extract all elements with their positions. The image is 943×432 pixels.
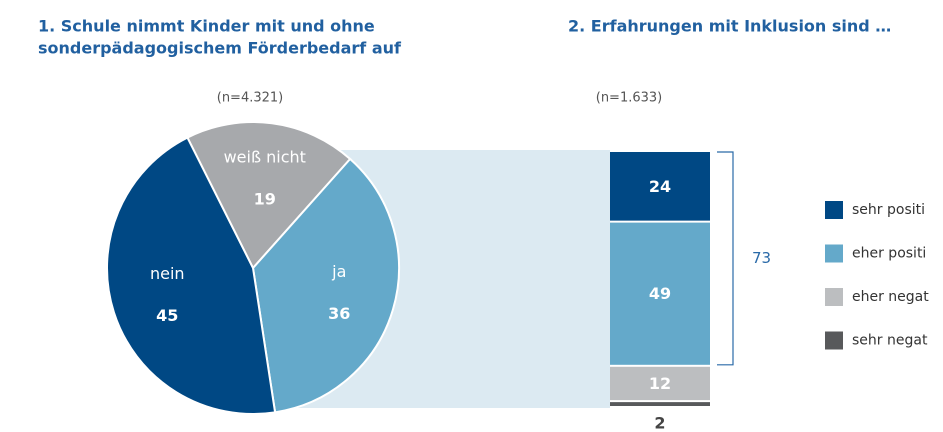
- bracket: [717, 151, 734, 366]
- legend-label: eher negat: [852, 289, 929, 305]
- bar-value: 2: [654, 414, 665, 432]
- bar-segment: [610, 152, 710, 221]
- legend-label: eher positi: [852, 246, 926, 262]
- chart-subtitle: (n=4.321): [217, 91, 284, 106]
- slice-value: 45: [156, 306, 178, 325]
- pie-slice: [106, 136, 277, 415]
- bracket-label: 73: [752, 249, 771, 267]
- slice-label: weiß nicht: [224, 147, 306, 166]
- bar-value: 12: [649, 374, 671, 393]
- chart-subtitle: (n=1.633): [596, 91, 663, 106]
- slice-value: 36: [328, 304, 350, 323]
- legend-label: sehr positi: [852, 202, 925, 218]
- chart-title: sonderpädagogischem Förderbedarf auf: [38, 39, 402, 58]
- chart-title: 2. Erfahrungen mit Inklusion sind …: [568, 17, 891, 36]
- bar-segment: [610, 222, 710, 365]
- bar-value: 24: [649, 177, 671, 196]
- legend-swatch: [825, 288, 843, 306]
- legend-swatch: [825, 201, 843, 219]
- slice-value: 19: [254, 189, 276, 208]
- slice-label: ja: [331, 262, 346, 281]
- chart-title: 1. Schule nimmt Kinder mit und ohne: [38, 17, 375, 36]
- pie-slice: [186, 121, 352, 270]
- legend-label: sehr negat: [852, 333, 928, 349]
- legend-swatch: [825, 244, 843, 263]
- bar-segment: [610, 366, 710, 401]
- slice-label: nein: [150, 264, 185, 283]
- bar-value: 49: [649, 284, 671, 303]
- bar-segment: [610, 402, 710, 406]
- pie-slice: [251, 157, 400, 414]
- legend-swatch: [825, 331, 843, 350]
